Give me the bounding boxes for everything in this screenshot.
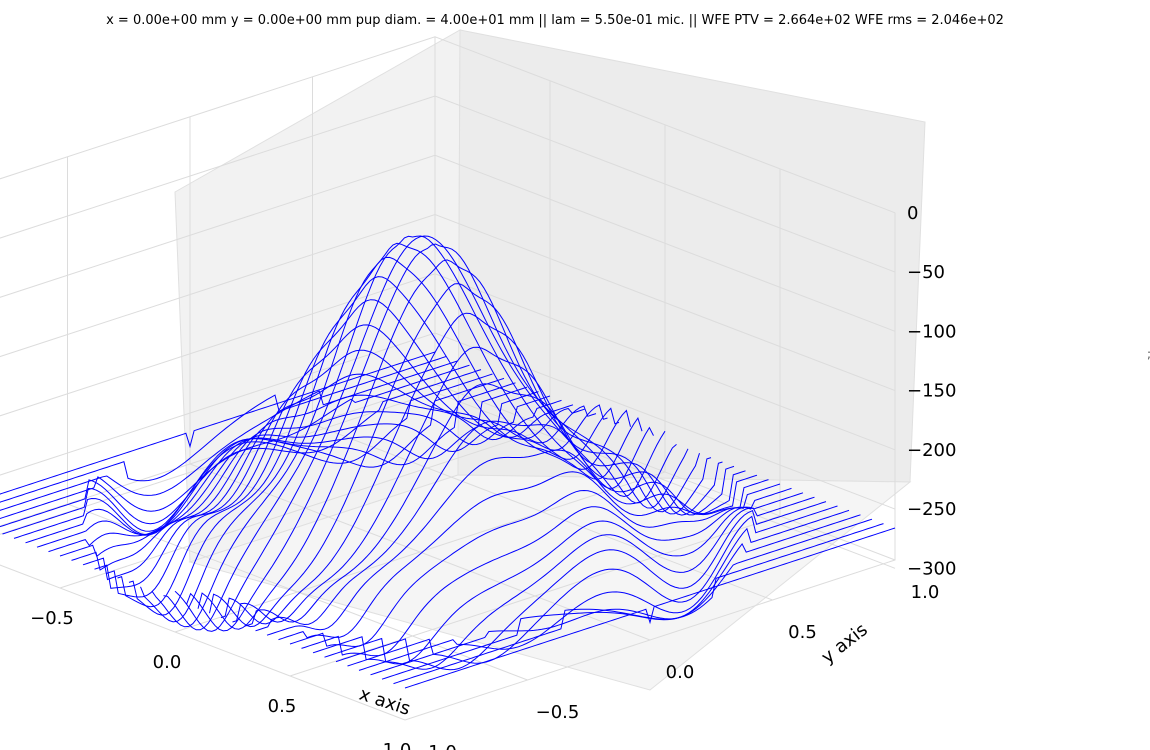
surface-line-x-13 <box>94 349 585 589</box>
surface-line-x-8 <box>36 386 528 548</box>
x-tick-label: 0.5 <box>268 696 297 717</box>
y-tick-label: 0.5 <box>788 622 817 643</box>
surface-line-x-1 <box>0 355 447 503</box>
z-tick-label: −100 <box>907 321 956 342</box>
surface-line-x-4 <box>0 369 482 528</box>
z-tick-label: −250 <box>907 499 956 520</box>
surface-line-x-15 <box>117 299 608 608</box>
surface-line-x-22 <box>197 259 689 630</box>
surface-line-x-19 <box>163 235 654 631</box>
surface-line-x-10 <box>59 395 551 558</box>
surface-line-x-23 <box>209 283 700 628</box>
chart-title: x = 0.00e+00 mm y = 0.00e+00 mm pup diam… <box>106 13 1004 28</box>
x-axis-label: x axis <box>357 684 413 720</box>
grid-line-y-0 <box>0 564 406 721</box>
grid-line-y-1 <box>67 156 528 681</box>
grid-line-y-2 <box>189 116 651 641</box>
x-tick-label: −0.5 <box>30 608 74 629</box>
x-tick-label: 0.0 <box>153 652 182 673</box>
z-tick-label: −50 <box>907 262 945 283</box>
surface-line-x-30 <box>289 483 781 648</box>
floor-pane <box>188 474 912 691</box>
surface-line-x-3 <box>0 364 470 519</box>
surface-line-x-37 <box>370 514 861 676</box>
stray-mark: ; <box>1147 347 1150 361</box>
surface-line-x-12 <box>82 373 574 581</box>
surface-line-x-39 <box>393 523 884 685</box>
surface-line-x-36 <box>358 509 850 671</box>
surface-line-x-32 <box>312 492 804 665</box>
y-tick-label: −1.0 <box>413 742 457 750</box>
y-tick-label: 1.0 <box>911 582 940 603</box>
surface-line-x-38 <box>381 518 873 680</box>
surface-line-x-29 <box>278 471 769 641</box>
z-tick-label: −150 <box>907 381 956 402</box>
z-tick-label: −300 <box>907 558 956 579</box>
surface-line-x-7 <box>25 382 516 544</box>
surface-line-x-35 <box>347 505 838 667</box>
surface-line-x-20 <box>174 235 666 632</box>
surface-line-x-25 <box>232 346 723 623</box>
z-tick-label: −200 <box>907 440 956 461</box>
y-axis-label: y axis <box>817 619 871 668</box>
x-tick-label: 1.0 <box>383 740 412 750</box>
back-pane <box>457 29 926 483</box>
surface-line-x-24 <box>220 312 712 625</box>
surface-line-x-33 <box>324 496 815 670</box>
surface-line-x-26 <box>243 383 735 627</box>
surface-line-x-0 <box>0 351 436 495</box>
surface-line-x-40 <box>404 527 896 689</box>
y-tick-label: −0.5 <box>536 702 580 723</box>
surface-line-x-21 <box>186 243 677 632</box>
surface-line-x-34 <box>335 501 827 671</box>
y-tick-label: 0.0 <box>666 662 695 683</box>
surface-line-x-28 <box>266 449 758 636</box>
surface-wireframe <box>0 235 896 689</box>
surface-line-x-2 <box>0 360 459 511</box>
surface-line-x-9 <box>48 391 539 553</box>
z-tick-label: 0 <box>907 203 918 224</box>
axes: −1.0−1.0−0.5−0.50.00.00.50.51.01.00−50−1… <box>30 203 956 750</box>
surface-line-x-18 <box>151 242 643 628</box>
surface-line-x-14 <box>105 324 597 598</box>
surface-line-x-27 <box>255 420 746 632</box>
